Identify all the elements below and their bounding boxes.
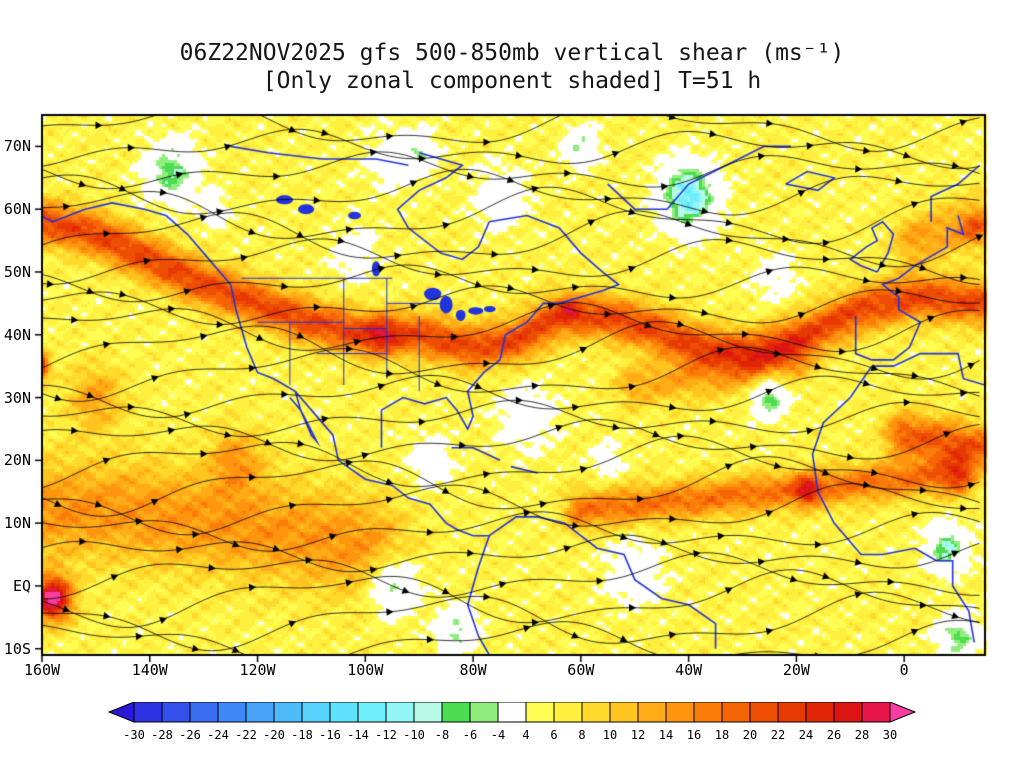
- colorbar-tick-label: 22: [771, 728, 785, 742]
- colorbar-right-arrow: [889, 701, 917, 723]
- colorbar-segment: [525, 701, 555, 723]
- colorbar-tick-label: -6: [463, 728, 477, 742]
- colorbar-segment: [609, 701, 639, 723]
- lon-tick-label: 20W: [782, 661, 810, 679]
- colorbar-tick-label: 8: [578, 728, 585, 742]
- colorbar-segment: [749, 701, 779, 723]
- lon-tick-label: 80W: [459, 661, 487, 679]
- colorbar-tick-label: 30: [883, 728, 897, 742]
- colorbar-segment: [441, 701, 471, 723]
- colorbar-segment: [861, 701, 891, 723]
- colorbar-tick-label: 20: [743, 728, 757, 742]
- colorbar-segment: [777, 701, 807, 723]
- colorbar-tick-label: 12: [631, 728, 645, 742]
- lat-tick-label: EQ: [12, 576, 31, 595]
- colorbar-segment: [189, 701, 219, 723]
- colorbar-tick-label: -22: [235, 728, 257, 742]
- colorbar-segment: [833, 701, 863, 723]
- colorbar-tick-label: 24: [799, 728, 813, 742]
- colorbar-tick-label: 16: [687, 728, 701, 742]
- colorbar-left-arrow: [107, 701, 135, 723]
- lat-tick-label: 40N: [3, 325, 31, 344]
- colorbar-tick-label: 26: [827, 728, 841, 742]
- colorbar-segment: [581, 701, 611, 723]
- colorbar-tick-label: -12: [375, 728, 397, 742]
- colorbar-segment: [161, 701, 191, 723]
- colorbar-tick-label: -30: [123, 728, 145, 742]
- lat-tick-label: 10S: [3, 639, 31, 658]
- lat-tick-label: 60N: [3, 200, 31, 219]
- colorbar-tick-label: 10: [603, 728, 617, 742]
- colorbar-tick-label: -28: [151, 728, 173, 742]
- chart-subtitle: [Only zonal component shaded] T=51 h: [262, 68, 762, 94]
- colorbar-tick-label: 28: [855, 728, 869, 742]
- colorbar-segment: [357, 701, 387, 723]
- colorbar-segment: [217, 701, 247, 723]
- colorbar-segment: [665, 701, 695, 723]
- lon-tick-label: 60W: [567, 661, 595, 679]
- colorbar-tick-label: 14: [659, 728, 673, 742]
- lon-tick-label: 160W: [23, 661, 61, 679]
- colorbar-tick-label: -16: [319, 728, 341, 742]
- colorbar-tick-label: -10: [403, 728, 425, 742]
- map-canvas: [34, 107, 993, 663]
- lon-tick-label: 0: [899, 661, 909, 679]
- lat-tick-label: 50N: [3, 262, 31, 281]
- colorbar-tick-label: -14: [347, 728, 369, 742]
- colorbar: -30 -28 -26 -24 -22 -20 -18 -16 -14 -12 -10 -8 -6 -4 4…: [107, 701, 917, 746]
- chart-title: 06Z22NOV2025 gfs 500-850mb vertical shea…: [179, 40, 845, 66]
- colorbar-segment: [329, 701, 359, 723]
- colorbar-tick-label: -4: [491, 728, 505, 742]
- colorbar-segment: [273, 701, 303, 723]
- lon-tick-label: 140W: [131, 661, 168, 679]
- colorbar-segment: [693, 701, 723, 723]
- colorbar-tick-label: 18: [715, 728, 729, 742]
- lat-tick-label: 20N: [3, 451, 31, 470]
- colorbar-segment: [133, 701, 163, 723]
- colorbar-segment: [301, 701, 331, 723]
- colorbar-tick-label: -8: [435, 728, 449, 742]
- colorbar-segment: [469, 701, 499, 723]
- lon-tick-label: 100W: [347, 661, 384, 679]
- colorbar-tick-label: -26: [179, 728, 201, 742]
- colorbar-segment: [497, 701, 527, 723]
- lon-tick-label: 40W: [675, 661, 703, 679]
- colorbar-tick-label: -18: [291, 728, 313, 742]
- lon-tick-label: 120W: [239, 661, 276, 679]
- colorbar-segment: [413, 701, 443, 723]
- colorbar-tick-label: -24: [207, 728, 229, 742]
- colorbar-segment: [637, 701, 667, 723]
- lat-tick-label: 70N: [3, 137, 31, 156]
- colorbar-segment: [385, 701, 415, 723]
- lat-tick-label: 30N: [3, 388, 31, 407]
- colorbar-segment: [721, 701, 751, 723]
- colorbar-segment: [805, 701, 835, 723]
- lat-tick-label: 10N: [3, 514, 31, 533]
- colorbar-tick-label: 6: [550, 728, 557, 742]
- colorbar-segment: [245, 701, 275, 723]
- colorbar-svg: -30 -28 -26 -24 -22 -20 -18 -16 -14 -12 -10 -8 -6 -4 4…: [107, 701, 917, 742]
- colorbar-tick-label: 4: [522, 728, 529, 742]
- colorbar-segment: [553, 701, 583, 723]
- colorbar-tick-label: -20: [263, 728, 285, 742]
